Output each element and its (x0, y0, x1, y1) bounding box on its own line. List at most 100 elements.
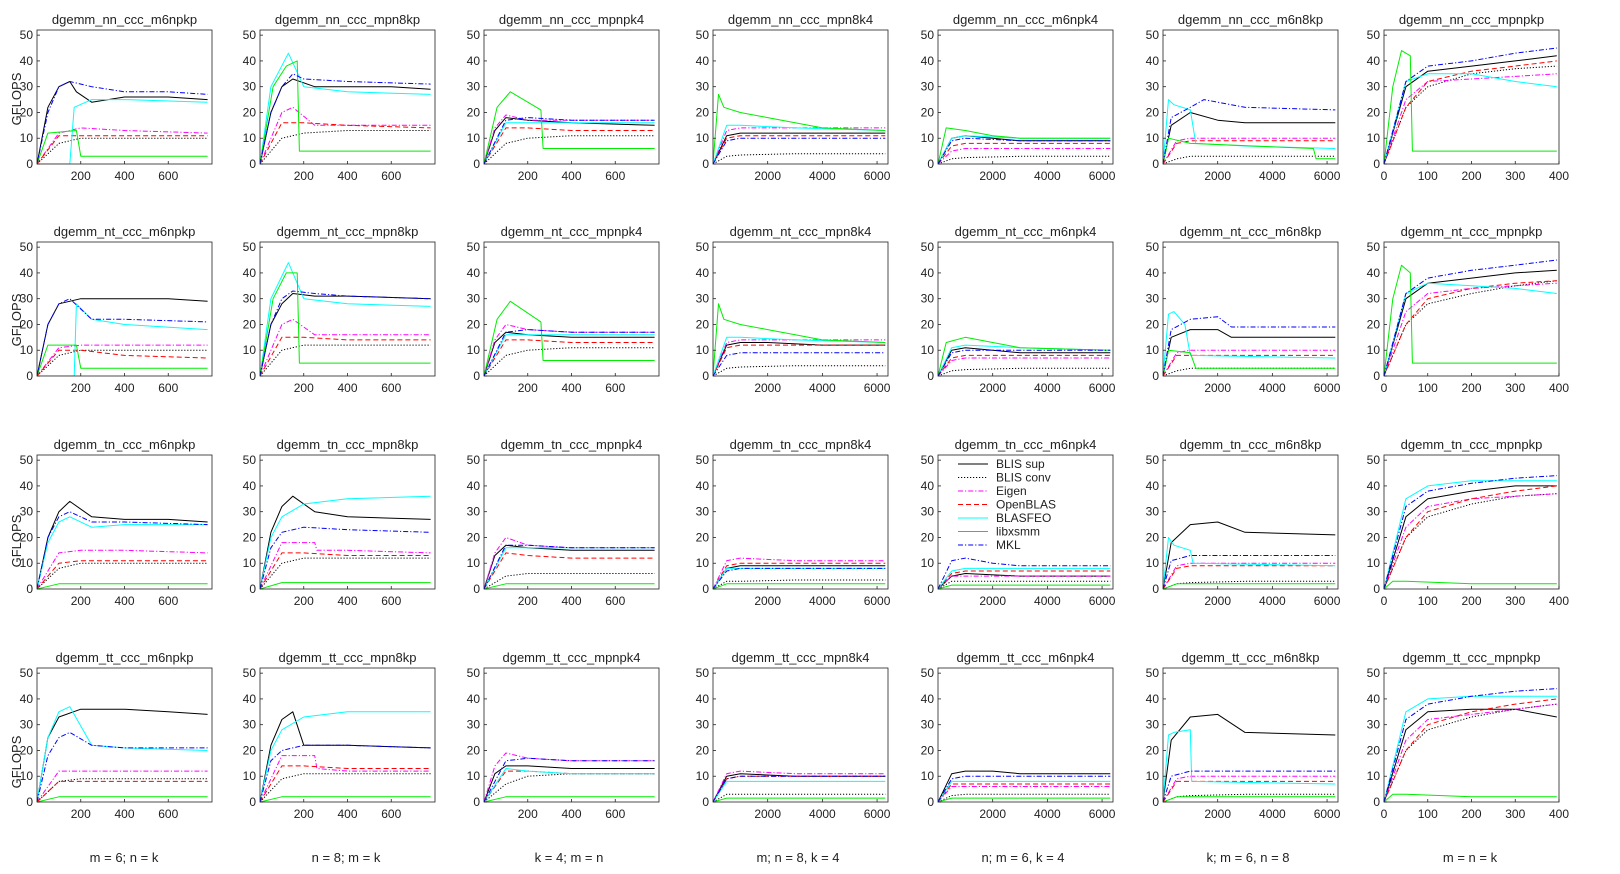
x-tick-label: 600 (158, 807, 178, 821)
series-line-mkl (37, 731, 208, 802)
y-tick-label: 50 (1146, 28, 1160, 42)
chart-panel: dgemm_nn_ccc_m6n8kp 0 10 20 30 40 50 2000 4000 60… (1146, 12, 1341, 183)
y-tick-label: 50 (921, 453, 935, 467)
x-tick-label: 200 (294, 807, 314, 821)
y-tick-label: 10 (243, 131, 257, 145)
series-group (938, 127, 1111, 164)
plot-frame (1162, 454, 1339, 590)
chart-panel: dgemm_tn_ccc_mpnpkp 0 10 20 30 40 50 0 100 200 300… (1367, 437, 1570, 608)
x-tick-label: 2000 (979, 807, 1006, 821)
series-line-mkl (484, 757, 655, 802)
y-tick-label: 50 (1146, 666, 1160, 680)
series-group (484, 300, 655, 376)
series-group (484, 752, 655, 802)
plot-frame (937, 241, 1114, 377)
series-line-blasfeo (484, 122, 655, 164)
series-group (938, 770, 1111, 802)
y-tick-label: 0 (1373, 157, 1380, 171)
plot-frame (1383, 29, 1560, 165)
y-tick-label: 30 (243, 505, 257, 519)
x-tick-label: 200 (71, 594, 91, 608)
y-tick-label: 10 (467, 556, 481, 570)
series-line-openblas (938, 354, 1111, 376)
x-tick-label: 4000 (1259, 594, 1286, 608)
series-line-mkl (37, 511, 208, 589)
series-line-blasfeo (938, 135, 1111, 164)
series-line-openblas (938, 570, 1111, 589)
series-line-openblas (484, 339, 655, 376)
chart-panel: dgemm_tn_ccc_m6npkp 0 10 20 30 40 50 200 400 600 (20, 437, 213, 608)
chart-panel: dgemm_tt_ccc_mpnpkp 0 10 20 30 40 50 0 100 200 300… (1367, 650, 1570, 821)
y-tick-label: 30 (467, 718, 481, 732)
series-line-blis-conv (713, 365, 886, 376)
series-line-mkl (1163, 770, 1336, 802)
x-tick-label: 600 (605, 381, 625, 395)
series-line-blis-sup (938, 347, 1111, 376)
x-axis-label-col-7: m = n = k (1443, 850, 1498, 865)
x-tick-label: 6000 (864, 594, 891, 608)
x-tick-label: 400 (114, 807, 134, 821)
y-tick-label: 20 (1146, 530, 1160, 544)
series-line-mkl (37, 81, 208, 164)
series-line-blis-sup (938, 135, 1111, 164)
series-line-blasfeo (713, 336, 886, 376)
series-line-blis-sup (1163, 521, 1336, 589)
x-tick-label: 6000 (1089, 594, 1116, 608)
series-group (1384, 688, 1557, 802)
legend-label: BLIS sup (996, 457, 1045, 471)
panel-title: dgemm_nt_ccc_mpnpkp (1401, 224, 1543, 239)
y-tick-label: 30 (467, 505, 481, 519)
chart-panel: dgemm_tn_ccc_mpn8k4 0 10 20 30 40 50 2000 4000 60… (696, 437, 891, 608)
x-tick-label: 200 (294, 381, 314, 395)
y-tick-label: 30 (20, 292, 34, 306)
series-line-blasfeo (260, 711, 431, 802)
panel-title: dgemm_nn_ccc_m6n8kp (1178, 12, 1323, 27)
x-tick-label: 600 (381, 807, 401, 821)
series-line-blis-conv (938, 580, 1111, 589)
series-line-blis-conv (938, 155, 1111, 164)
series-line-mkl (938, 349, 1111, 376)
panel-title: dgemm_tn_ccc_mpnpkp (1401, 437, 1543, 452)
series-group (37, 81, 208, 164)
chart-panel: dgemm_nn_ccc_m6npk4 0 10 20 30 40 50 2000 4000 60… (921, 12, 1116, 183)
series-line-eigen (1163, 562, 1336, 589)
series-line-blis-conv (713, 579, 886, 589)
y-tick-label: 10 (20, 769, 34, 783)
series-line-blasfeo (1163, 311, 1336, 376)
plot-frame (937, 667, 1114, 803)
series-group (260, 711, 431, 802)
series-line-blis-conv (484, 347, 655, 376)
panel-title: dgemm_tt_ccc_m6npkp (55, 650, 193, 665)
y-tick-label: 40 (20, 54, 34, 68)
y-tick-label: 50 (467, 453, 481, 467)
series-line-eigen (713, 557, 886, 589)
y-tick-label: 50 (696, 240, 710, 254)
y-tick-label: 0 (26, 795, 33, 809)
y-tick-label: 20 (921, 317, 935, 331)
series-line-blis-conv (1163, 367, 1336, 376)
panel-title: dgemm_nt_ccc_mpn8k4 (730, 224, 872, 239)
chart-panel: dgemm_tt_ccc_mpn8kp 0 10 20 30 40 50 200 400 600 (243, 650, 436, 821)
y-axis-label-row-4: GFLOPS (9, 735, 24, 788)
x-tick-label: 300 (1505, 169, 1525, 183)
series-line-libxsmm (37, 344, 208, 376)
series-line-openblas (938, 142, 1111, 164)
x-tick-label: 100 (1418, 807, 1438, 821)
x-tick-label: 200 (71, 169, 91, 183)
x-tick-label: 4000 (1034, 594, 1061, 608)
series-line-blasfeo (37, 99, 208, 164)
plot-frame (1383, 667, 1560, 803)
chart-panel: dgemm_nt_ccc_mpnpkp 0 10 20 30 40 50 0 100 200 300… (1367, 224, 1570, 395)
y-tick-label: 30 (20, 505, 34, 519)
y-tick-label: 30 (921, 292, 935, 306)
series-line-eigen (260, 755, 431, 802)
plot-frame (712, 454, 889, 590)
x-tick-label: 400 (561, 169, 581, 183)
y-tick-label: 0 (1373, 582, 1380, 596)
series-line-libxsmm (1384, 264, 1557, 376)
series-line-blasfeo (1163, 537, 1336, 589)
y-tick-label: 0 (1373, 369, 1380, 383)
series-line-mkl (37, 298, 208, 376)
y-tick-label: 20 (1146, 105, 1160, 119)
x-tick-label: 400 (337, 381, 357, 395)
